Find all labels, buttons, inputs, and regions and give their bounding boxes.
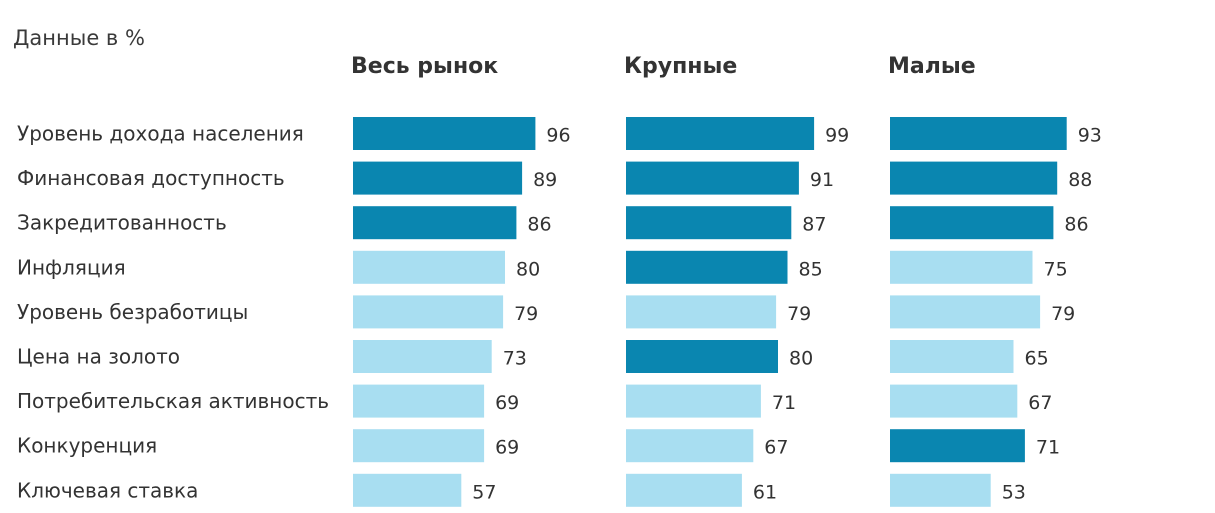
bar bbox=[626, 117, 815, 150]
bar bbox=[626, 206, 792, 240]
bar bbox=[890, 250, 1033, 284]
value-label: 67 bbox=[764, 437, 788, 459]
bar bbox=[626, 250, 788, 284]
value-label: 69 bbox=[495, 437, 519, 459]
value-label: 85 bbox=[799, 258, 823, 280]
value-label: 89 bbox=[533, 169, 557, 191]
value-label: 73 bbox=[503, 348, 527, 370]
value-label: 53 bbox=[1002, 481, 1026, 503]
value-label: 67 bbox=[1028, 392, 1052, 414]
value-label: 87 bbox=[802, 214, 826, 236]
value-label: 69 bbox=[495, 392, 519, 414]
value-label: 79 bbox=[1051, 303, 1075, 325]
bar bbox=[353, 206, 517, 240]
bar bbox=[353, 340, 492, 373]
value-label: 93 bbox=[1078, 125, 1102, 147]
category-label: Финансовая доступность bbox=[17, 166, 285, 190]
value-label: 71 bbox=[1036, 437, 1060, 459]
panel-title: Весь рынок bbox=[351, 54, 498, 79]
bar bbox=[353, 250, 505, 284]
panel-title: Крупные bbox=[624, 54, 737, 79]
value-label: 65 bbox=[1025, 348, 1049, 370]
value-label: 88 bbox=[1068, 169, 1092, 191]
bar bbox=[626, 429, 754, 463]
bar bbox=[890, 429, 1025, 463]
category-label: Потребительская активность bbox=[17, 389, 329, 413]
bar bbox=[353, 384, 485, 418]
value-label: 80 bbox=[789, 348, 813, 370]
category-label: Закредитованность bbox=[17, 211, 227, 235]
value-label: 61 bbox=[753, 481, 777, 503]
panel-title: Малые bbox=[888, 54, 976, 79]
value-label: 96 bbox=[546, 125, 570, 147]
bar bbox=[890, 473, 991, 507]
value-label: 91 bbox=[810, 169, 834, 191]
bar bbox=[353, 161, 523, 195]
value-label: 57 bbox=[472, 481, 496, 503]
category-label: Уровень безработицы bbox=[17, 300, 248, 324]
bar bbox=[353, 117, 536, 150]
category-label: Инфляция bbox=[17, 255, 126, 279]
value-label: 86 bbox=[1064, 214, 1088, 236]
units-label: Данные в % bbox=[13, 26, 145, 50]
bar bbox=[626, 340, 778, 373]
bar bbox=[626, 295, 777, 329]
category-label: Уровень дохода населения bbox=[17, 122, 304, 146]
bar bbox=[890, 384, 1018, 418]
value-label: 86 bbox=[527, 214, 551, 236]
value-label: 79 bbox=[787, 303, 811, 325]
bar bbox=[890, 206, 1054, 240]
value-label: 75 bbox=[1044, 258, 1068, 280]
bar bbox=[626, 473, 742, 507]
category-label: Цена на золото bbox=[17, 345, 180, 369]
value-label: 79 bbox=[514, 303, 538, 325]
value-label: 71 bbox=[772, 392, 796, 414]
bar bbox=[890, 117, 1067, 150]
category-label: Ключевая ставка bbox=[17, 478, 198, 502]
bar bbox=[353, 473, 462, 507]
value-label: 80 bbox=[516, 258, 540, 280]
bar bbox=[890, 295, 1041, 329]
category-label: Конкуренция bbox=[17, 434, 157, 458]
bar bbox=[626, 161, 799, 195]
bar bbox=[890, 161, 1058, 195]
bar bbox=[626, 384, 761, 418]
bar bbox=[353, 429, 485, 463]
value-label: 99 bbox=[825, 125, 849, 147]
bar bbox=[890, 340, 1014, 373]
bar bbox=[353, 295, 504, 329]
